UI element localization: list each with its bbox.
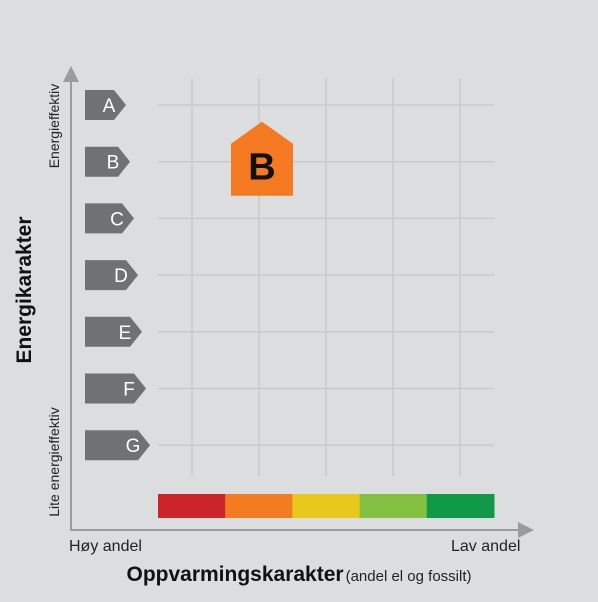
heating-scale-segment [426,494,495,518]
grade-tag-e: E [85,316,142,347]
grade-tag-a: A [85,90,126,120]
x-axis-title-row: Oppvarmingskarakter (andel el og fossilt) [0,563,598,587]
result-grade-label: B [248,147,275,189]
result-house-shape [231,121,293,196]
heating-scale-segment [225,494,293,518]
grade-tag-label: E [119,323,132,344]
grade-tag-shape [85,316,142,347]
result-marker: B [231,121,293,196]
y-axis-title: Energikarakter [13,216,36,364]
energy-grades: A B C D E F G [85,90,150,461]
grade-tag-shape [85,430,150,461]
grid [158,78,494,476]
grade-tag-label: F [123,380,135,401]
grade-tag-label: G [126,436,141,457]
grade-tag-c: C [85,203,134,234]
grade-tag-shape [85,260,138,291]
x-left-label: Høy andel [69,538,142,555]
heating-scale-segment [292,494,361,518]
grade-tag-shape [85,203,134,234]
heating-scale-segment [359,494,428,518]
grade-tag-label: D [114,266,128,287]
grade-tag-shape [85,146,130,177]
grade-tag-shape [85,373,146,404]
grade-tag-f: F [85,373,146,404]
y-bottom-label: Lite energieffektiv [46,407,62,517]
grade-tag-g: G [85,430,150,461]
axes [63,66,534,538]
grade-tag-b: B [85,146,130,177]
y-top-label: Energieffektiv [46,83,62,169]
heating-scale-segment [158,494,226,518]
grade-tag-label: C [110,209,124,230]
result-house: B [231,121,293,196]
grade-tag-d: D [85,260,138,291]
grade-tag-shape [85,90,126,120]
x-right-label: Lav andel [451,538,521,555]
x-axis-subtitle: (andel el og fossilt) [345,568,472,585]
grade-tag-label: A [103,96,116,117]
x-axis-title: Oppvarmingskarakter [126,563,344,586]
grade-tag-label: B [107,153,120,174]
heating-scale [158,494,495,518]
